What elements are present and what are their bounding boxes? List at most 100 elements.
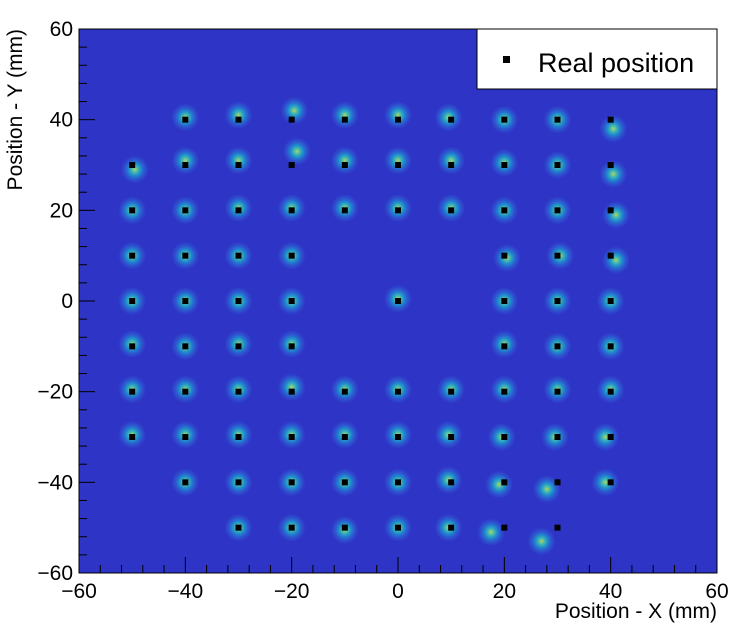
density-cluster	[280, 96, 309, 125]
x-tick-label: 60	[705, 580, 728, 603]
real-position-marker	[182, 162, 189, 168]
real-position-marker	[235, 434, 242, 440]
real-position-marker	[235, 524, 242, 531]
real-position-marker	[395, 162, 401, 168]
real-position-marker	[501, 479, 508, 486]
real-position-marker	[607, 434, 614, 440]
real-position-marker	[395, 298, 401, 304]
real-position-marker	[448, 434, 455, 440]
y-tick-label: −60	[37, 562, 73, 585]
real-position-marker	[395, 524, 401, 531]
real-position-marker	[235, 116, 242, 123]
real-position-marker	[129, 207, 136, 214]
real-position-marker	[129, 343, 136, 350]
real-position-marker	[235, 162, 242, 168]
real-position-marker	[395, 207, 401, 214]
real-position-marker	[235, 298, 242, 304]
real-position-marker	[501, 388, 508, 395]
real-position-marker	[288, 162, 295, 168]
x-tick-label: 20	[493, 580, 516, 603]
real-position-marker	[182, 388, 189, 395]
real-position-marker	[288, 116, 295, 123]
real-position-marker	[554, 388, 561, 395]
density-cluster	[330, 101, 359, 130]
real-position-markers	[129, 116, 614, 531]
density-cluster	[384, 146, 412, 175]
y-tick-label: 0	[61, 290, 73, 313]
real-position-marker	[554, 343, 561, 350]
y-tick-label: −20	[37, 381, 73, 404]
real-position-marker	[607, 298, 614, 304]
real-position-marker	[129, 298, 136, 304]
real-position-marker	[554, 524, 561, 531]
real-position-marker	[288, 434, 295, 440]
real-position-marker	[235, 479, 242, 486]
real-position-marker	[554, 252, 561, 259]
density-cluster	[277, 373, 306, 402]
density-cluster	[599, 160, 628, 189]
real-position-marker	[554, 434, 561, 440]
density-cluster	[330, 146, 359, 175]
legend-box	[476, 28, 718, 90]
real-position-marker	[554, 162, 561, 168]
real-position-marker	[607, 252, 614, 259]
real-position-marker	[607, 343, 614, 350]
x-tick-label: −40	[168, 580, 204, 603]
x-axis-title: Position - X (mm)	[555, 600, 717, 623]
y-tick-label: 40	[50, 109, 73, 132]
real-position-marker	[395, 434, 401, 440]
real-position-marker	[448, 207, 455, 214]
real-position-marker	[341, 162, 348, 168]
density-cluster	[477, 518, 506, 547]
density-cluster	[532, 475, 561, 504]
real-position-marker	[288, 388, 295, 395]
density-cluster	[282, 137, 311, 166]
density-cluster	[485, 470, 514, 499]
density-cluster	[601, 246, 630, 275]
y-tick-label: 20	[50, 199, 73, 222]
real-position-marker	[501, 524, 508, 531]
real-position-marker	[448, 388, 455, 395]
density-cluster	[224, 101, 253, 130]
real-position-marker	[554, 298, 561, 304]
x-tick-label: 40	[599, 580, 622, 603]
real-position-marker	[501, 162, 508, 168]
density-cluster	[527, 527, 556, 556]
real-position-marker	[607, 162, 614, 168]
density-cluster	[224, 146, 253, 175]
real-position-marker	[395, 388, 401, 395]
density-cluster	[384, 101, 412, 130]
x-tick-label: −20	[274, 580, 310, 603]
y-tick-label: −40	[37, 471, 73, 494]
real-position-marker	[235, 388, 242, 395]
real-position-marker	[501, 252, 508, 259]
real-position-marker	[288, 252, 295, 259]
real-position-marker	[501, 298, 508, 304]
real-position-marker	[235, 343, 242, 350]
real-position-marker	[341, 388, 348, 395]
real-position-marker	[341, 524, 348, 531]
real-position-marker	[182, 298, 189, 304]
real-position-marker	[341, 207, 348, 214]
legend-marker-square	[503, 56, 510, 63]
density-cluster	[599, 114, 628, 143]
real-position-marker	[554, 207, 561, 214]
density-cluster	[591, 423, 620, 451]
legend: Real position	[476, 28, 718, 90]
real-position-marker	[182, 207, 189, 214]
real-position-marker	[288, 524, 295, 531]
real-position-marker	[288, 343, 295, 350]
real-position-marker	[554, 479, 561, 486]
real-position-marker	[448, 524, 455, 531]
real-position-marker	[607, 116, 614, 123]
real-position-marker	[129, 388, 136, 395]
real-position-marker	[554, 116, 561, 123]
real-position-marker	[288, 207, 295, 214]
real-position-marker	[501, 343, 508, 350]
axis-ticks	[78, 28, 718, 574]
real-position-marker	[235, 252, 242, 259]
real-position-marker	[182, 343, 189, 350]
real-position-marker	[395, 116, 401, 123]
real-position-marker	[448, 162, 455, 168]
